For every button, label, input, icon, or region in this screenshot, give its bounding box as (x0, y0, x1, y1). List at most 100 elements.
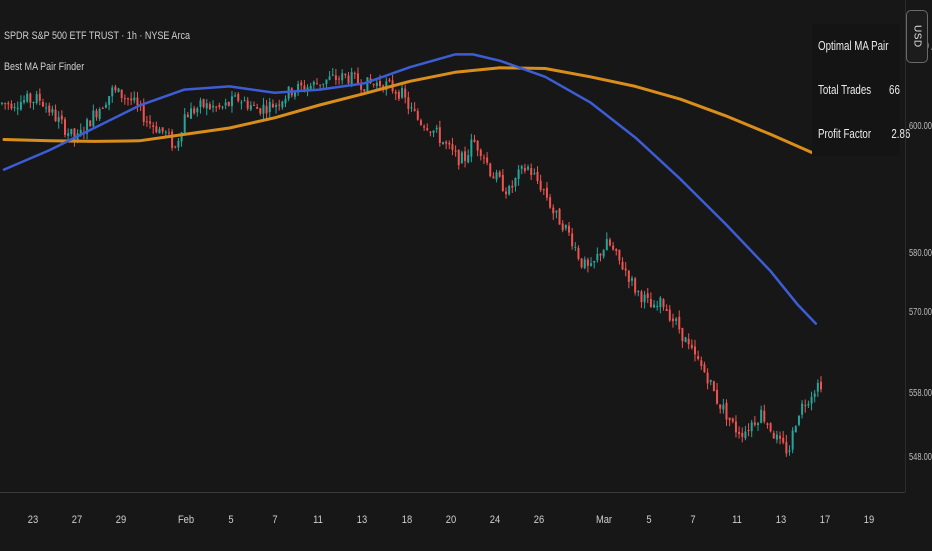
candle-body (221, 106, 224, 108)
candle-body (577, 247, 580, 259)
candle-body (542, 189, 545, 191)
candle-body (51, 108, 54, 113)
candle-body (725, 402, 728, 420)
ma-slow-line (2, 66, 818, 156)
candle-body (753, 422, 756, 425)
candle-body (312, 81, 315, 85)
candle-body (807, 404, 810, 406)
candle-body (489, 163, 492, 177)
candle-body (687, 338, 690, 345)
candle-body (1, 102, 3, 104)
candle-body (130, 98, 133, 101)
candle-body (249, 105, 252, 110)
candle-body (177, 140, 180, 148)
candle-body (804, 405, 807, 407)
candle-body (757, 423, 759, 425)
time-tick: Mar (595, 514, 613, 526)
time-tick: 23 (27, 514, 39, 526)
candle-body (86, 119, 89, 134)
price-chart[interactable] (0, 0, 905, 492)
indicator-title[interactable]: Best MA Pair Finder (4, 61, 85, 73)
candle-body (728, 417, 731, 421)
candle-body (341, 73, 344, 81)
candle-body (678, 316, 681, 330)
candle-body (243, 100, 246, 102)
candle-body (719, 404, 722, 409)
candle-body (271, 103, 274, 108)
candle-body (495, 172, 498, 180)
candle-body (445, 141, 448, 144)
candle-body (79, 129, 82, 135)
candle-body (331, 74, 334, 76)
candle-body (101, 107, 104, 109)
candle-body (16, 108, 19, 110)
candle-body (750, 422, 753, 432)
candle-body (599, 253, 602, 256)
candle-body (401, 88, 404, 98)
candle-body (539, 180, 542, 191)
candle-body (328, 76, 331, 80)
candle-body (54, 109, 57, 122)
candle-body (596, 253, 599, 261)
candle-body (265, 105, 268, 114)
candle-body (35, 94, 38, 104)
candle-body (675, 318, 678, 321)
candle-body (448, 142, 451, 145)
candle-body (816, 382, 819, 392)
candle-body (196, 108, 199, 113)
candle-body (482, 157, 485, 159)
candle-body (10, 103, 13, 109)
candle-body (416, 110, 419, 120)
time-tick: 26 (533, 514, 545, 526)
candle-body (760, 409, 763, 423)
ma-fast-line (2, 53, 818, 325)
candle-body (791, 430, 794, 450)
candle-body (731, 418, 734, 422)
candle-body (498, 171, 501, 177)
time-axis[interactable]: 23 27 29 Feb 5 7 11 13 18 20 24 26 Mar 5… (0, 492, 905, 551)
candle-body (574, 246, 577, 248)
candle-body (435, 127, 438, 130)
time-tick: 7 (690, 514, 696, 526)
currency-button[interactable]: USD (906, 10, 928, 63)
candle-body (385, 81, 388, 91)
candle-body (602, 250, 605, 257)
chart-area[interactable]: SPDR S&P 500 ETF TRUST · 1h · NYSE Arca … (0, 0, 932, 492)
candle-body (108, 96, 111, 105)
candle-body (558, 208, 561, 225)
candle-body (734, 421, 737, 433)
candle-body (7, 103, 10, 105)
price-axis[interactable]: 600.00 580.00 570.00 558.00 548.00 (905, 0, 932, 492)
candle-body (397, 91, 400, 99)
candle-body (646, 293, 649, 298)
candle-body (797, 415, 800, 425)
candle-body (202, 99, 205, 108)
candle-body (586, 259, 589, 266)
candle-body (26, 93, 29, 102)
candle-body (136, 97, 139, 106)
candle-body (57, 117, 60, 122)
candle-body (564, 225, 567, 229)
candle-body (637, 291, 640, 293)
candle-body (593, 261, 596, 263)
candle-body (67, 133, 70, 136)
time-tick: 5 (646, 514, 652, 526)
candle-body (120, 89, 123, 99)
candle-body (117, 88, 120, 93)
candle-body (171, 131, 174, 148)
candle-body (706, 372, 709, 384)
candle-body (227, 102, 230, 106)
candle-body (19, 102, 22, 110)
candle-body (356, 73, 359, 84)
candle-body (347, 75, 350, 84)
candle-body (284, 98, 287, 104)
time-tick: Feb (177, 514, 195, 526)
candle-body (486, 157, 489, 163)
candle-body (325, 79, 328, 85)
candle-body (297, 83, 300, 93)
candle-body (360, 84, 363, 90)
candle-body (259, 108, 262, 114)
candle-body (95, 110, 98, 118)
candle-body (127, 98, 129, 100)
candle-body (545, 187, 548, 198)
